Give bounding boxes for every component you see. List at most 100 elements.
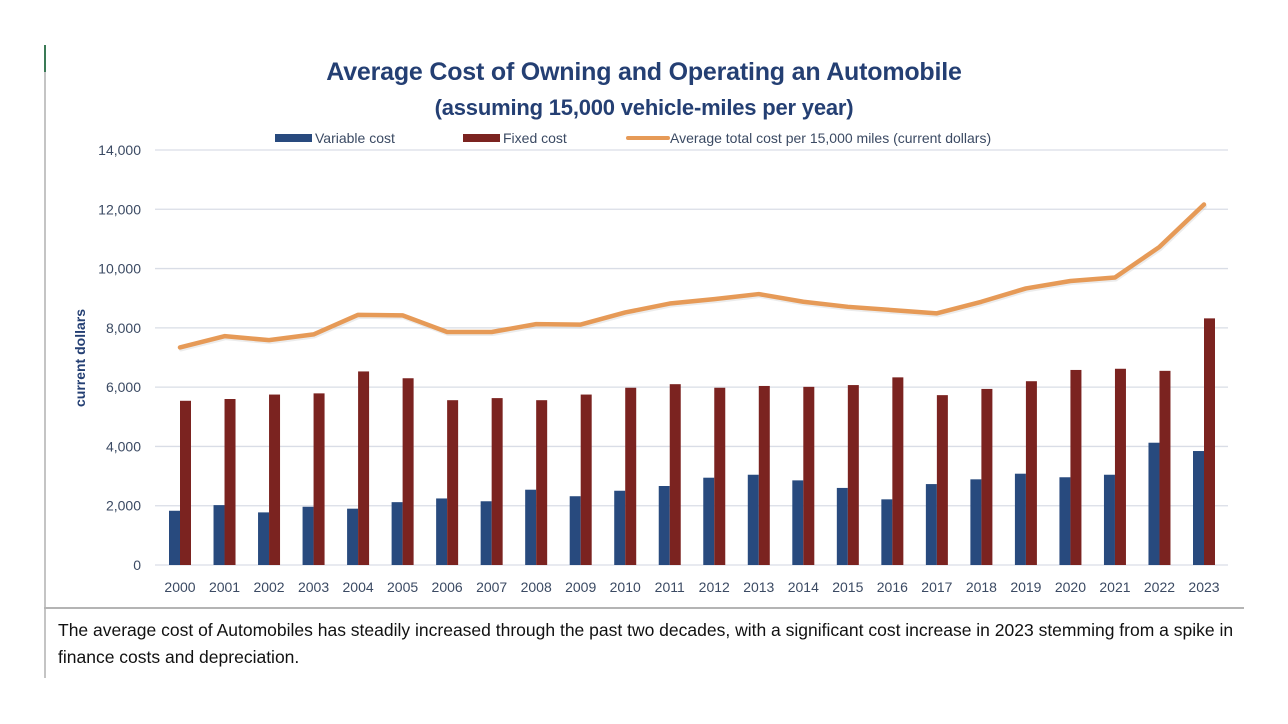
chart-caption: The average cost of Automobiles has stea… (58, 620, 1234, 667)
left-border-accent (44, 45, 46, 72)
bar-variable-cost (436, 498, 448, 565)
bar-fixed-cost (491, 398, 503, 565)
y-tick-label: 10,000 (98, 261, 141, 277)
x-tick-label: 2004 (343, 579, 374, 595)
y-tick-label: 8,000 (106, 320, 141, 336)
bar-fixed-cost (1070, 369, 1082, 565)
y-tick-label: 6,000 (106, 379, 141, 395)
bar-variable-cost (391, 502, 403, 565)
bar-fixed-cost (981, 388, 993, 565)
bar-variable-cost (525, 489, 537, 565)
bar-variable-cost (569, 496, 581, 565)
bar-variable-cost (925, 484, 937, 565)
y-tick-label: 2,000 (106, 498, 141, 514)
bar-fixed-cost (580, 394, 592, 565)
legend-label-variable-cost: Variable cost (315, 130, 395, 146)
x-tick-label: 2011 (655, 579, 685, 595)
bar-fixed-cost (224, 399, 236, 565)
bar-variable-cost (1193, 451, 1204, 565)
bar-fixed-cost (847, 385, 859, 565)
chart-title: Average Cost of Owning and Operating an … (326, 58, 962, 86)
x-tick-label: 2019 (1010, 579, 1041, 595)
gridlines (155, 149, 1228, 566)
legend-swatch-variable-cost (275, 134, 312, 142)
x-tick-label: 2005 (387, 579, 418, 595)
bar-variable-cost (302, 506, 314, 565)
bar-fixed-cost (669, 384, 681, 565)
chart: 02,0004,0006,0008,00010,00012,00014,000 … (72, 130, 1228, 595)
bar-fixed-cost (402, 378, 414, 565)
bar-variable-cost (1103, 474, 1115, 565)
bar-variable-cost (614, 490, 626, 565)
bar-fixed-cost (1204, 318, 1215, 565)
y-tick-label: 14,000 (98, 142, 141, 158)
chart-subtitle: (assuming 15,000 vehicle-miles per year) (434, 95, 854, 120)
bar-variable-cost (347, 508, 359, 565)
bar-fixed-cost (358, 371, 370, 565)
bar-variable-cost (836, 487, 848, 565)
x-tick-label: 2000 (164, 579, 195, 595)
bar-variable-cost (881, 499, 893, 565)
bar-fixed-cost (536, 400, 548, 565)
bar-fixed-cost (758, 385, 770, 565)
bar-variable-cost (1059, 477, 1071, 565)
bar-variable-cost (1014, 473, 1026, 565)
x-axis-ticks: 2000 2001 2002 2003 2004 2005 2006 2007 2008 2009… (164, 579, 1219, 595)
bar-variable-cost (658, 486, 670, 565)
y-axis-label: current dollars (72, 309, 88, 407)
total-cost-line (177, 202, 1207, 350)
bar-fixed-cost (269, 394, 281, 565)
fixed-cost-bars (180, 318, 1215, 565)
x-tick-label: 2012 (699, 579, 730, 595)
bar-fixed-cost (936, 395, 948, 565)
x-tick-label: 2021 (1099, 579, 1130, 595)
x-tick-label: 2006 (432, 579, 463, 595)
chart-caption-divider (44, 607, 1244, 609)
legend-label-fixed-cost: Fixed cost (503, 130, 567, 146)
y-tick-label: 4,000 (106, 438, 141, 454)
bar-fixed-cost (180, 400, 191, 565)
bar-fixed-cost (803, 386, 815, 565)
bar-fixed-cost (313, 393, 325, 565)
bar-fixed-cost (714, 387, 726, 565)
x-tick-label: 2020 (1055, 579, 1086, 595)
bar-fixed-cost (625, 387, 637, 565)
x-tick-label: 2015 (832, 579, 863, 595)
bar-fixed-cost (892, 377, 904, 565)
bar-fixed-cost (1114, 368, 1126, 565)
y-axis-ticks: 0 2,000 4,000 6,000 8,000 10,000 12,000 14,000 (98, 142, 141, 573)
bar-variable-cost (213, 505, 225, 565)
bar-variable-cost (1148, 442, 1160, 565)
bar-fixed-cost (1159, 370, 1171, 565)
x-tick-label: 2017 (921, 579, 952, 595)
x-tick-label: 2007 (476, 579, 507, 595)
x-tick-label: 2008 (521, 579, 552, 595)
bar-variable-cost (747, 474, 759, 565)
x-tick-label: 2003 (298, 579, 329, 595)
bar-variable-cost (258, 512, 270, 565)
x-tick-label: 2014 (788, 579, 819, 595)
bar-fixed-cost (447, 400, 459, 565)
x-tick-label: 2018 (966, 579, 997, 595)
bar-fixed-cost (1025, 381, 1037, 565)
x-tick-label: 2016 (877, 579, 908, 595)
y-tick-label: 0 (133, 557, 141, 573)
x-tick-label: 2023 (1188, 579, 1219, 595)
bar-variable-cost (480, 501, 492, 565)
legend: Variable cost Fixed cost Average total c… (275, 130, 991, 146)
x-tick-label: 2010 (610, 579, 641, 595)
bar-variable-cost (970, 479, 982, 565)
x-tick-label: 2022 (1144, 579, 1175, 595)
total-cost-line-series (177, 202, 1207, 352)
x-tick-label: 2001 (209, 579, 240, 595)
legend-swatch-fixed-cost (463, 134, 500, 142)
x-tick-label: 2009 (565, 579, 596, 595)
legend-label-total-cost: Average total cost per 15,000 miles (cur… (670, 130, 991, 146)
variable-cost-bars (169, 442, 1204, 565)
bar-variable-cost (169, 510, 180, 565)
x-tick-label: 2013 (743, 579, 774, 595)
x-tick-label: 2002 (253, 579, 284, 595)
left-border-rule (44, 45, 46, 678)
bar-variable-cost (792, 480, 804, 565)
bar-variable-cost (703, 477, 715, 565)
